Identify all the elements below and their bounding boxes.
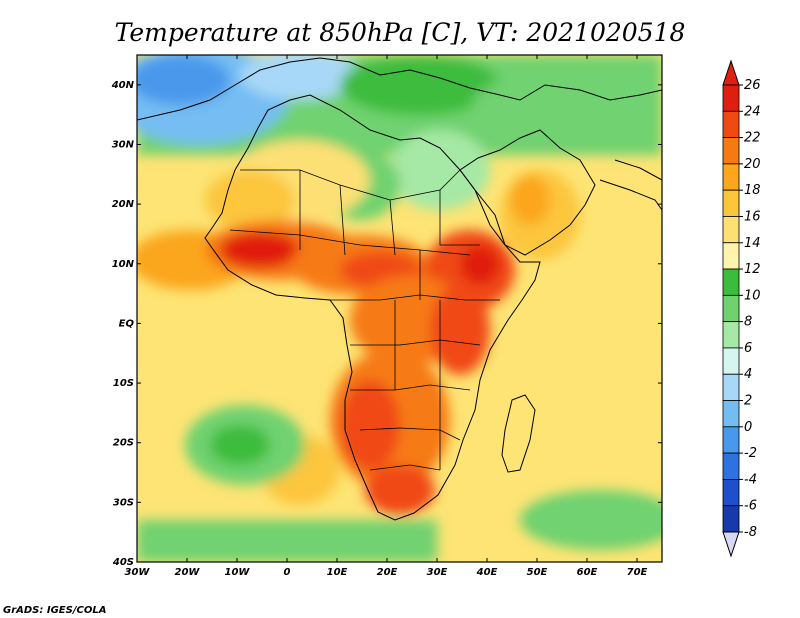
colorbar-swatch bbox=[722, 137, 740, 165]
colorbar-tick-label: -6 bbox=[744, 499, 757, 514]
lat-tick-label: 40N bbox=[111, 80, 135, 91]
lat-tick-label: 10S bbox=[113, 378, 134, 389]
map-panel bbox=[137, 55, 662, 562]
chart-title: Temperature at 850hPa [C], VT: 202102051… bbox=[115, 18, 686, 47]
colorbar-swatch bbox=[722, 505, 740, 533]
colorbar-tick-label: -4 bbox=[744, 472, 757, 487]
lon-tick-label: 20E bbox=[377, 567, 398, 578]
lat-tick-label: 20S bbox=[113, 438, 134, 449]
colorbar-swatch bbox=[722, 268, 740, 296]
colorbar-top-arrow bbox=[722, 59, 740, 86]
country-borders bbox=[229, 169, 500, 471]
colorbar-tick-label: 6 bbox=[744, 341, 752, 356]
lon-tick-label: 70E bbox=[627, 567, 648, 578]
colorbar-swatch bbox=[722, 163, 740, 191]
lat-tick-label: 10N bbox=[112, 259, 135, 270]
lat-tick-label: 30N bbox=[112, 139, 135, 150]
colorbar-swatch bbox=[722, 242, 740, 270]
lat-tick-label: 30S bbox=[113, 497, 134, 508]
colorbar-tick-label: 26 bbox=[744, 78, 761, 93]
colorbar-swatch bbox=[722, 479, 740, 507]
colorbar-tick-label: 16 bbox=[744, 209, 761, 224]
colorbar-tick-label: 12 bbox=[744, 262, 761, 277]
colorbar-swatch bbox=[722, 216, 740, 244]
colorbar-swatch bbox=[722, 189, 740, 217]
colorbar-tick-label: 14 bbox=[744, 236, 761, 251]
colorbar-tick-label: 2 bbox=[744, 394, 752, 409]
lon-tick-label: 10E bbox=[327, 567, 348, 578]
lon-tick-label: 30E bbox=[427, 567, 448, 578]
temperature-field bbox=[137, 55, 662, 562]
colorbar-tick-label: 10 bbox=[744, 288, 761, 303]
latitude-ticks: 40N 30N 20N 10N EQ 10S 20S 30S 40S bbox=[111, 80, 662, 568]
colorbar-swatch bbox=[722, 400, 740, 428]
colorbar-swatch bbox=[722, 84, 740, 112]
colorbar-tick-label: 4 bbox=[744, 367, 752, 382]
credit-label: GrADS: IGES/COLA bbox=[3, 605, 106, 616]
colorbar-swatch bbox=[722, 426, 740, 454]
colorbar-swatch bbox=[722, 452, 740, 480]
colorbar-tick-label: 22 bbox=[744, 131, 761, 146]
colorbar-swatch bbox=[722, 294, 740, 323]
lon-tick-label: 20W bbox=[175, 567, 201, 578]
lon-tick-label: 30W bbox=[125, 567, 151, 578]
coastline bbox=[137, 57, 662, 521]
lon-tick-label: 60E bbox=[577, 567, 598, 578]
lon-tick-label: 0 bbox=[284, 567, 291, 578]
lon-tick-label: 50E bbox=[527, 567, 548, 578]
colorbar-tick-label: 0 bbox=[744, 420, 752, 435]
colorbar-swatch bbox=[722, 347, 740, 375]
colorbar-tick-label: 18 bbox=[744, 183, 761, 198]
lat-tick-label: 20N bbox=[112, 199, 135, 210]
colorbar-swatch bbox=[722, 373, 740, 401]
colorbar-bottom-arrow bbox=[722, 531, 740, 558]
map-frame bbox=[136, 54, 663, 563]
colorbar-tick-label: -2 bbox=[744, 446, 757, 461]
colorbar-tick-label: -8 bbox=[744, 525, 757, 540]
lon-tick-label: 40E bbox=[476, 567, 498, 578]
colorbar-tick-label: 20 bbox=[744, 157, 761, 172]
colorbar-tick-label: 24 bbox=[744, 104, 761, 119]
longitude-ticks: 30W 20W 10W 0 10E 20E 30E 40E 50E 60E 70E bbox=[125, 55, 648, 578]
colorbar-tick-label: 8 bbox=[744, 315, 752, 330]
lat-tick-label: EQ bbox=[119, 318, 135, 329]
lat-tick-label: 40S bbox=[112, 557, 134, 568]
colorbar-swatch bbox=[722, 321, 740, 349]
colorbar-swatch bbox=[722, 110, 740, 138]
lon-tick-label: 10W bbox=[225, 567, 251, 578]
